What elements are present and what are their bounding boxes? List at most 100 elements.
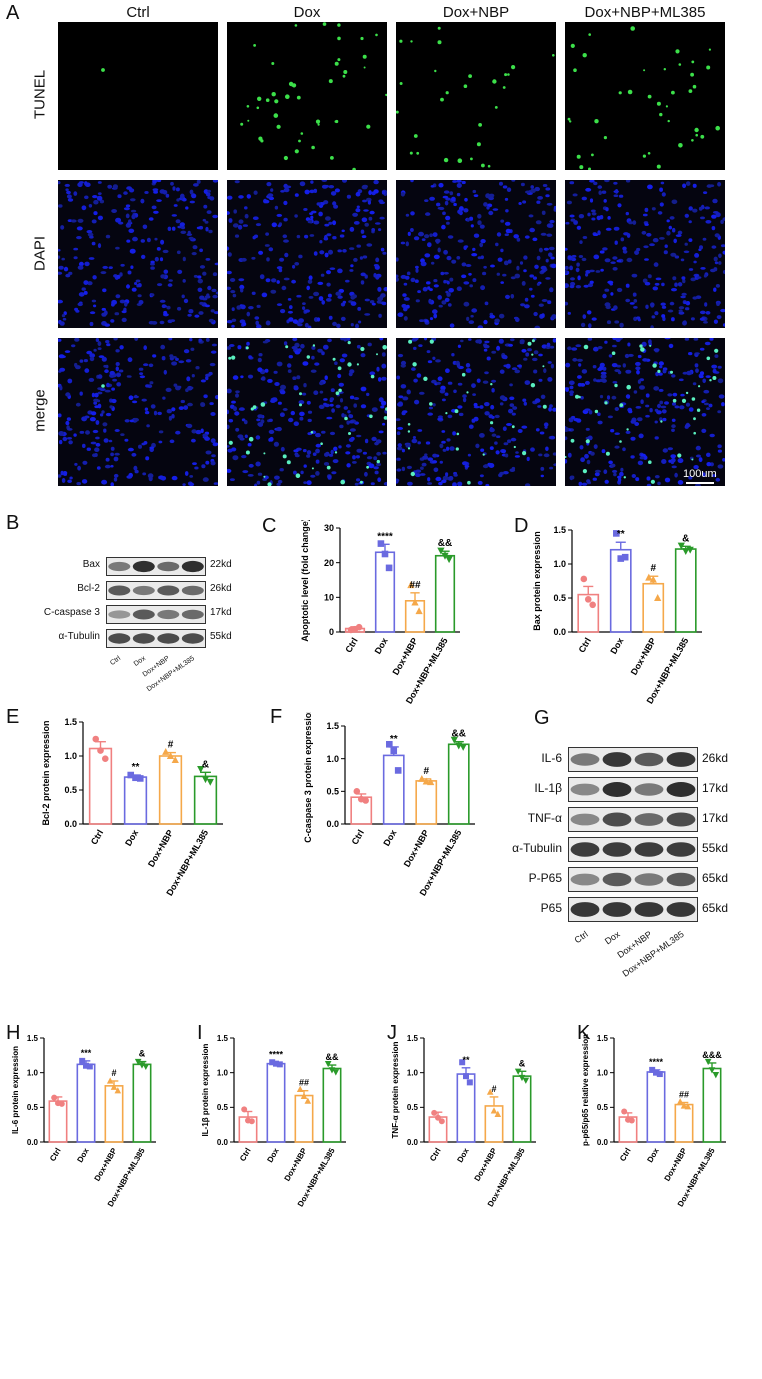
y-axis-label: p-p65/p65 relative expression — [581, 1034, 590, 1146]
bar — [238, 1116, 258, 1143]
data-point — [654, 594, 662, 601]
y-tick-label: 1.0 — [64, 751, 77, 761]
micrograph-tile — [565, 338, 725, 486]
data-point — [79, 1057, 86, 1064]
y-tick-label: 0.0 — [326, 819, 339, 829]
blot-band-strip — [106, 581, 206, 600]
row-label-tunel: TUNEL — [31, 69, 49, 120]
y-tick-label: 1.5 — [407, 1034, 419, 1043]
significance-label: && — [326, 1052, 339, 1062]
y-tick-label: 0.0 — [407, 1138, 419, 1147]
data-point — [613, 530, 620, 537]
data-point — [450, 736, 458, 744]
y-tick-label: 1.0 — [597, 1068, 609, 1077]
bar — [104, 1085, 124, 1143]
data-point — [649, 575, 657, 583]
chart-i: 0.0 0.5 1.0 1.5 IL-1β protein expression Ctrl… — [201, 1034, 346, 1208]
y-tick-label: 1.5 — [326, 721, 339, 731]
chart-k: 0.0 0.5 1.0 1.5 p-p65/p65 relative expressio… — [581, 1034, 726, 1208]
data-point — [649, 1066, 656, 1073]
data-point — [206, 778, 214, 786]
blot-band-strip — [568, 747, 698, 772]
row-label-dapi: DAPI — [31, 236, 49, 272]
data-point — [269, 1059, 276, 1066]
significance-label: & — [682, 533, 689, 544]
micrograph-tile — [58, 22, 218, 170]
y-tick-label: 0 — [329, 627, 334, 637]
y-axis-label: Bax protein expression — [532, 531, 542, 631]
data-point — [589, 601, 596, 609]
y-tick-label: 1.0 — [407, 1068, 419, 1077]
micrograph-tile — [565, 22, 725, 170]
data-point — [486, 1088, 494, 1095]
significance-label: **** — [269, 1049, 284, 1059]
data-point — [463, 1073, 469, 1080]
blot-band-label: IL-1β — [534, 780, 562, 795]
blot-kd-label: 65kd — [702, 900, 729, 915]
bar — [512, 1075, 532, 1143]
bar — [674, 1103, 694, 1143]
blot-band-strip — [106, 605, 206, 624]
panel-letter-e: E — [6, 706, 20, 728]
data-point — [394, 767, 402, 774]
significance-label: # — [111, 1068, 116, 1078]
y-tick-label: 0.5 — [326, 786, 339, 796]
data-point — [686, 546, 694, 554]
row-label-merge: merge — [31, 389, 49, 432]
data-point — [332, 1069, 340, 1076]
data-point — [628, 1117, 635, 1124]
y-tick-label: 0.5 — [64, 785, 77, 795]
bar — [702, 1067, 722, 1143]
panel-letter-i: I — [197, 1022, 203, 1044]
y-axis-label: Bcl-2 protein expression — [41, 720, 51, 825]
x-tick-label: Dox+NBP — [390, 636, 419, 677]
data-point — [132, 774, 139, 782]
data-point — [142, 1063, 150, 1071]
significance-label: && — [452, 729, 466, 740]
data-point — [466, 1079, 473, 1086]
data-point — [296, 1085, 304, 1093]
data-point — [110, 1083, 118, 1090]
data-point — [708, 1067, 716, 1074]
data-point — [621, 1108, 628, 1115]
data-point — [106, 1077, 114, 1084]
data-point — [676, 1098, 684, 1105]
bar — [447, 743, 470, 825]
x-tick-label: Dox+NBP — [146, 828, 175, 869]
significance-label: ## — [299, 1078, 309, 1088]
data-point — [276, 1061, 283, 1068]
blot-band-strip — [568, 867, 698, 892]
blot-band-label: α-Tubulin — [512, 840, 562, 855]
bar — [646, 1071, 666, 1143]
scale-bar-label: 100um — [683, 468, 717, 480]
panel-letter-c: C — [262, 515, 277, 537]
data-point — [656, 1071, 663, 1078]
micrograph-tile — [58, 338, 218, 486]
blot-band-strip — [568, 897, 698, 922]
panel-letter-g: G — [534, 707, 550, 729]
blot-kd-label: 65kd — [702, 870, 729, 885]
data-point — [712, 1072, 720, 1079]
data-point — [377, 540, 385, 547]
panel-letter-d: D — [514, 515, 529, 537]
blot-kd-label: 17kd — [702, 810, 729, 825]
bar — [76, 1063, 96, 1143]
blot-lane-label: Ctrl — [572, 929, 590, 946]
blot-band-label: P-P65 — [528, 870, 562, 885]
data-point — [300, 1092, 308, 1099]
data-point — [431, 1109, 438, 1116]
blot-kd-label: 22kd — [210, 559, 232, 570]
blot-kd-label: 17kd — [702, 780, 729, 795]
blot-kd-label: 17kd — [210, 607, 232, 618]
blot-band-label: Bcl-2 — [77, 583, 100, 594]
bar — [374, 551, 396, 633]
data-point — [97, 747, 104, 754]
panel-letter-k: K — [577, 1022, 591, 1044]
chart-j: 0.0 0.5 1.0 1.5 TNF-α protein expression Ctrl… — [391, 1034, 536, 1208]
significance-label: &&& — [702, 1050, 722, 1060]
significance-label: # — [168, 740, 174, 751]
data-point — [83, 1062, 89, 1069]
column-title-ctrl: Ctrl — [126, 4, 150, 21]
scale-bar — [686, 482, 714, 484]
data-point — [459, 1059, 466, 1066]
